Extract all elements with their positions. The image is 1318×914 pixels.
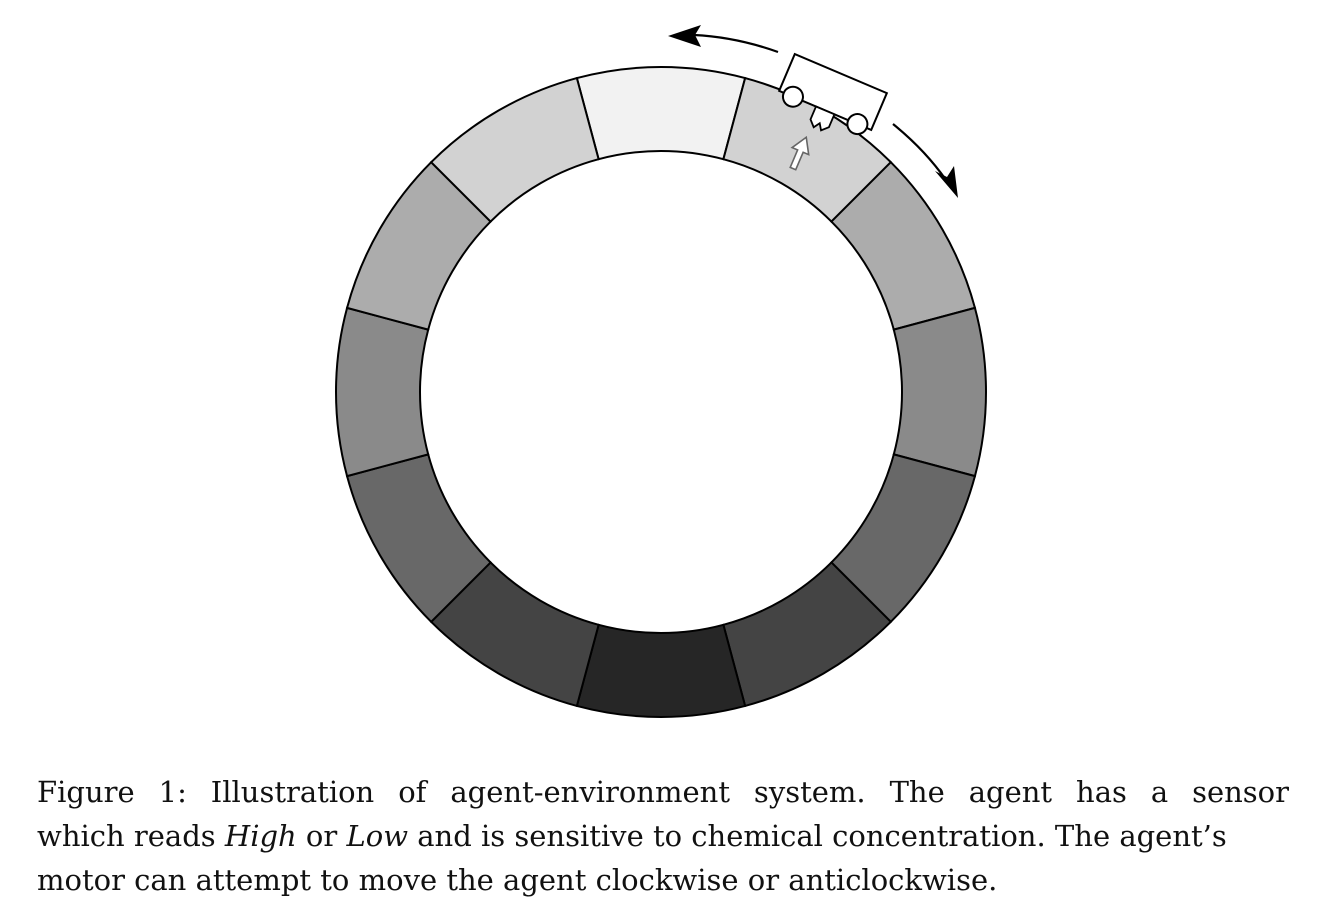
caption-line-1: Figure 1: Illustration of agent-environm…: [37, 775, 1289, 809]
ring-segment-4: [892, 306, 987, 478]
agent: [777, 52, 889, 171]
agent-sensor: [809, 105, 836, 132]
caption-low-term: Low: [346, 819, 409, 853]
caption-high-term: High: [224, 819, 297, 853]
agent-environment-diagram: [335, 25, 987, 718]
caption-text: or: [296, 819, 347, 853]
ring-segment-1: [575, 66, 747, 161]
ring-segment-12: [429, 76, 600, 224]
ring-segment-10: [335, 306, 430, 478]
environment-ring: [335, 66, 987, 718]
caption-text: and is sensitive to chemical concentrati…: [408, 819, 1227, 853]
caption-line-3: motor can attempt to move the agent cloc…: [37, 863, 998, 897]
figure: [335, 25, 987, 718]
figure-caption: Figure 1: Illustration of agent-environm…: [37, 770, 1289, 902]
motion-arrows: [668, 25, 958, 198]
caption-text: which reads: [37, 819, 225, 853]
agent-left-wheel: [781, 85, 804, 108]
ring-segment-7: [575, 623, 747, 718]
clockwise-arrowhead: [935, 166, 958, 198]
clockwise-arrow: [892, 123, 947, 181]
anticlockwise-arrowhead: [668, 25, 701, 47]
anticlockwise-arrow: [693, 33, 779, 54]
sensor-reading-arrow: [789, 135, 810, 171]
agent-right-wheel: [846, 113, 869, 136]
caption-line-2: which reads High or Low and is sensitive…: [37, 814, 1289, 858]
